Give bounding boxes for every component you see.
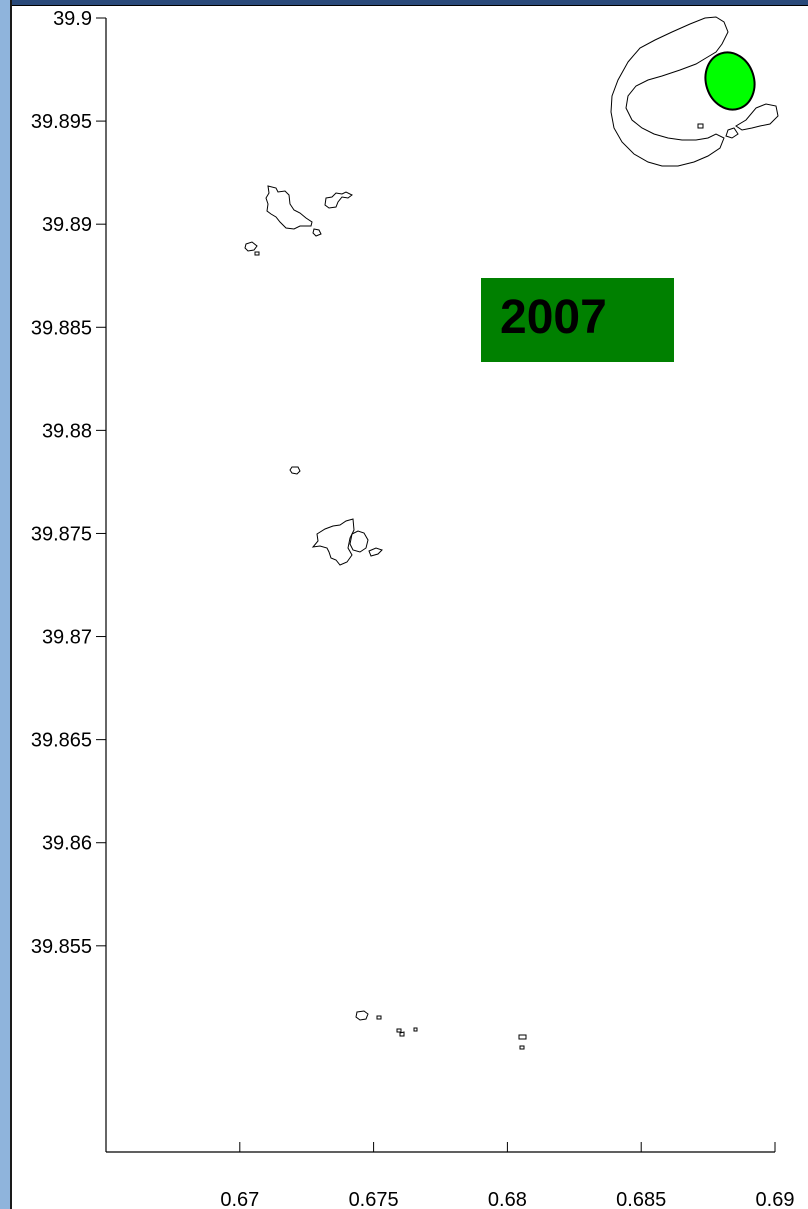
y-ticks: 39.9 39.895 39.89 39.885 39.88 39.875 39.87 39.…: [31, 8, 106, 958]
island-cluster-central: [311, 518, 383, 566]
y-tick-label: 39.87: [42, 627, 92, 649]
islet-south-2: [376, 1015, 382, 1020]
window-top-border: [0, 0, 808, 6]
y-tick-label: 39.86: [42, 833, 92, 855]
inset-locator-map: [610, 16, 779, 167]
y-tick-label: 39.9: [53, 8, 92, 30]
y-tick-label: 39.865: [31, 730, 92, 752]
islet-north-west: [244, 241, 258, 252]
island-cluster-north: [244, 185, 353, 256]
islet-north-west-dot: [254, 251, 260, 256]
x-tick-label: 0.685: [616, 1189, 666, 1209]
y-tick-label: 39.895: [31, 111, 92, 133]
inset-islet-small: [725, 127, 739, 139]
islet-south-6: [518, 1034, 527, 1040]
island-north-main: [265, 185, 313, 230]
islet-central-east: [368, 547, 383, 557]
islet-north-small: [312, 228, 322, 237]
islet-south-1: [355, 1010, 369, 1021]
islets-south: [355, 1010, 527, 1050]
inset-islet-east: [735, 103, 779, 131]
islet-small: [289, 466, 301, 475]
inset-landmass: [610, 16, 729, 167]
year-annotation-box: [481, 278, 674, 362]
island-central-main: [311, 518, 355, 566]
y-tick-label: 39.88: [42, 420, 92, 442]
inset-highlight-marker: [704, 51, 756, 111]
y-tick-label: 39.885: [31, 317, 92, 339]
islet-south-3: [396, 1028, 402, 1033]
islet-north-east: [324, 191, 353, 209]
window-left-border: [0, 0, 12, 1209]
x-tick-label: 0.67: [220, 1189, 259, 1209]
islet-south-7: [519, 1045, 525, 1050]
island-central-east: [349, 530, 369, 553]
year-annotation-label: 2007: [500, 291, 607, 344]
inset-islet-dot: [697, 123, 704, 129]
islet-south-4: [399, 1031, 405, 1037]
y-tick-label: 39.89: [42, 214, 92, 236]
x-tick-label: 0.68: [488, 1189, 527, 1209]
y-tick-label: 39.875: [31, 523, 92, 545]
x-ticks: 0.67 0.675 0.68 0.685 0.69: [220, 1142, 794, 1209]
x-tick-label: 0.69: [756, 1189, 795, 1209]
y-tick-label: 39.855: [31, 936, 92, 958]
islet-south-5: [413, 1027, 418, 1032]
x-tick-label: 0.675: [349, 1189, 399, 1209]
